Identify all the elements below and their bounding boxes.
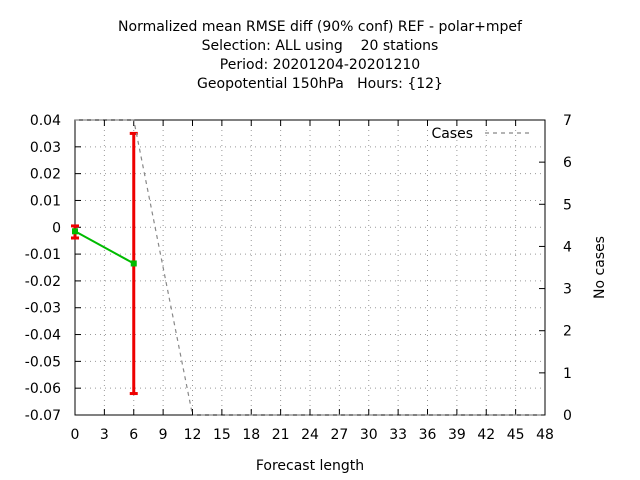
x-tick-label: 3 xyxy=(100,427,109,443)
chart-title-block: Normalized mean RMSE diff (90% conf) REF… xyxy=(0,18,640,94)
y2-tick-label: 2 xyxy=(563,324,572,340)
x-tick-label: 12 xyxy=(184,427,202,443)
y-tick-label: 0 xyxy=(52,220,61,236)
plot-frame xyxy=(74,119,546,416)
y-tick-label: -0.03 xyxy=(25,301,61,317)
y2-tick-label: 6 xyxy=(563,155,572,171)
y2-tick-label: 1 xyxy=(563,366,572,382)
x-tick-label: 42 xyxy=(477,427,495,443)
y2-tick-label: 5 xyxy=(563,197,572,213)
y2-tick-label: 3 xyxy=(563,282,572,298)
x-tick-label: 30 xyxy=(360,427,378,443)
y-tick-label: -0.05 xyxy=(25,354,61,370)
x-tick-label: 33 xyxy=(389,427,407,443)
x-tick-label: 9 xyxy=(159,427,168,443)
chart-title: Normalized mean RMSE diff (90% conf) REF… xyxy=(118,19,522,35)
chart-subtitle-selection: Selection: ALL using 20 stations xyxy=(201,38,439,54)
x-axis-title: Forecast length xyxy=(256,458,364,474)
y-tick-label: -0.04 xyxy=(25,328,61,344)
x-tick-label: 15 xyxy=(213,427,231,443)
y-tick-label: 0.01 xyxy=(30,193,61,209)
y-tick-label: 0.02 xyxy=(30,167,61,183)
y2-tick-label: 7 xyxy=(563,113,572,129)
legend-label-cases: Cases xyxy=(431,126,473,142)
y2-axis-title: No cases xyxy=(592,236,608,299)
diff-point xyxy=(72,228,78,235)
x-tick-label: 24 xyxy=(301,427,319,443)
y2-tick-label: 4 xyxy=(563,239,572,255)
y2-tick-label: 0 xyxy=(563,408,572,424)
x-tick-label: 18 xyxy=(242,427,260,443)
diff-point xyxy=(130,260,137,267)
y-tick-label: -0.06 xyxy=(25,381,61,397)
y-tick-label: -0.02 xyxy=(25,274,61,290)
cases-line xyxy=(75,119,545,416)
x-tick-label: 39 xyxy=(448,427,466,443)
x-tick-label: 36 xyxy=(419,427,437,443)
x-tick-label: 45 xyxy=(507,427,525,443)
y-tick-label: 0.03 xyxy=(30,140,61,156)
x-tick-label: 0 xyxy=(71,427,80,443)
y-tick-label: 0.04 xyxy=(30,113,61,129)
x-tick-label: 27 xyxy=(330,427,348,443)
chart-subtitle-parameter: Geopotential 150hPa Hours: {12} xyxy=(197,76,443,92)
diff-line xyxy=(74,230,135,265)
y-tick-label: -0.01 xyxy=(25,247,61,263)
x-tick-label: 48 xyxy=(536,427,554,443)
chart-subtitle-period: Period: 20201204-20201210 xyxy=(219,57,421,73)
x-tick-label: 21 xyxy=(272,427,290,443)
y-tick-label: -0.07 xyxy=(25,408,61,424)
x-tick-label: 6 xyxy=(129,427,138,443)
